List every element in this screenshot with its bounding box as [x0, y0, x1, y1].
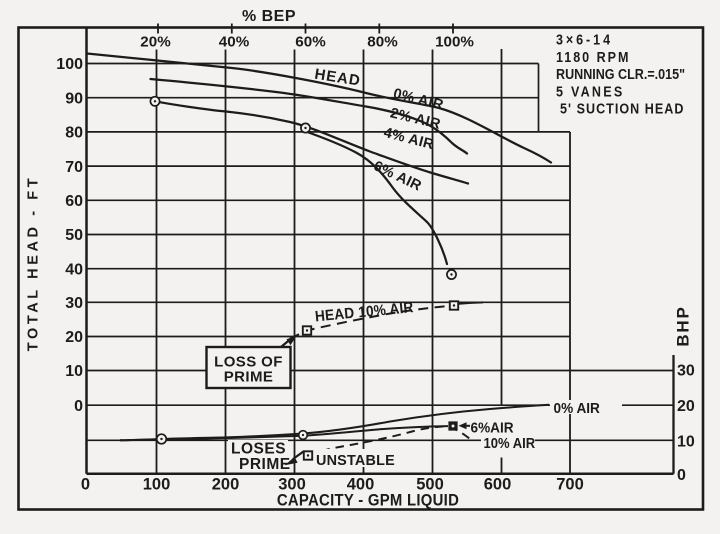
svg-text:90: 90	[65, 90, 83, 107]
svg-text:30: 30	[65, 295, 83, 312]
svg-text:3×6-14: 3×6-14	[556, 32, 613, 48]
svg-text:0: 0	[74, 398, 83, 415]
svg-text:CAPACITY - GPM LIQUID: CAPACITY - GPM LIQUID	[277, 492, 459, 510]
svg-text:100%: 100%	[435, 34, 474, 51]
svg-text:700: 700	[556, 476, 584, 494]
svg-text:5' SUCTION HEAD: 5' SUCTION HEAD	[560, 101, 684, 117]
svg-text:10% AIR: 10% AIR	[484, 434, 536, 451]
svg-text:100: 100	[56, 56, 83, 73]
svg-text:600: 600	[484, 476, 512, 494]
svg-text:0: 0	[677, 467, 686, 484]
svg-text:70: 70	[65, 159, 83, 176]
svg-text:100: 100	[143, 476, 171, 494]
svg-text:40: 40	[65, 261, 83, 278]
svg-text:6%AIR: 6%AIR	[471, 420, 514, 437]
svg-text:10: 10	[677, 433, 695, 450]
svg-text:PRIME: PRIME	[239, 456, 291, 473]
svg-text:10: 10	[65, 363, 83, 380]
svg-text:UNSTABLE: UNSTABLE	[316, 453, 395, 469]
svg-text:500: 500	[416, 476, 444, 494]
svg-text:80: 80	[65, 125, 83, 142]
svg-text:LOSES: LOSES	[231, 441, 286, 458]
svg-text:BHP: BHP	[674, 305, 693, 346]
svg-text:60%: 60%	[295, 34, 326, 51]
svg-text:200: 200	[212, 476, 240, 494]
svg-text:0: 0	[81, 476, 90, 494]
svg-text:% BEP: % BEP	[242, 8, 296, 25]
svg-text:RUNNING CLR.=.015": RUNNING CLR.=.015"	[556, 66, 685, 82]
svg-text:60: 60	[65, 193, 83, 210]
svg-text:20: 20	[677, 398, 695, 415]
svg-text:40%: 40%	[219, 34, 250, 51]
svg-text:TOTAL HEAD - FT: TOTAL HEAD - FT	[26, 175, 42, 351]
svg-text:50: 50	[65, 227, 83, 244]
svg-text:80%: 80%	[367, 34, 398, 51]
svg-text:PRIME: PRIME	[224, 369, 274, 386]
svg-text:30: 30	[677, 363, 695, 380]
svg-text:400: 400	[347, 476, 375, 494]
svg-text:0% AIR: 0% AIR	[554, 400, 600, 417]
svg-text:300: 300	[278, 476, 306, 494]
svg-text:LOSS OF: LOSS OF	[214, 354, 283, 371]
svg-text:20: 20	[65, 329, 83, 346]
svg-text:20%: 20%	[140, 34, 171, 51]
svg-text:1180 RPM: 1180 RPM	[556, 49, 630, 65]
svg-text:5 VANES: 5 VANES	[556, 84, 624, 100]
